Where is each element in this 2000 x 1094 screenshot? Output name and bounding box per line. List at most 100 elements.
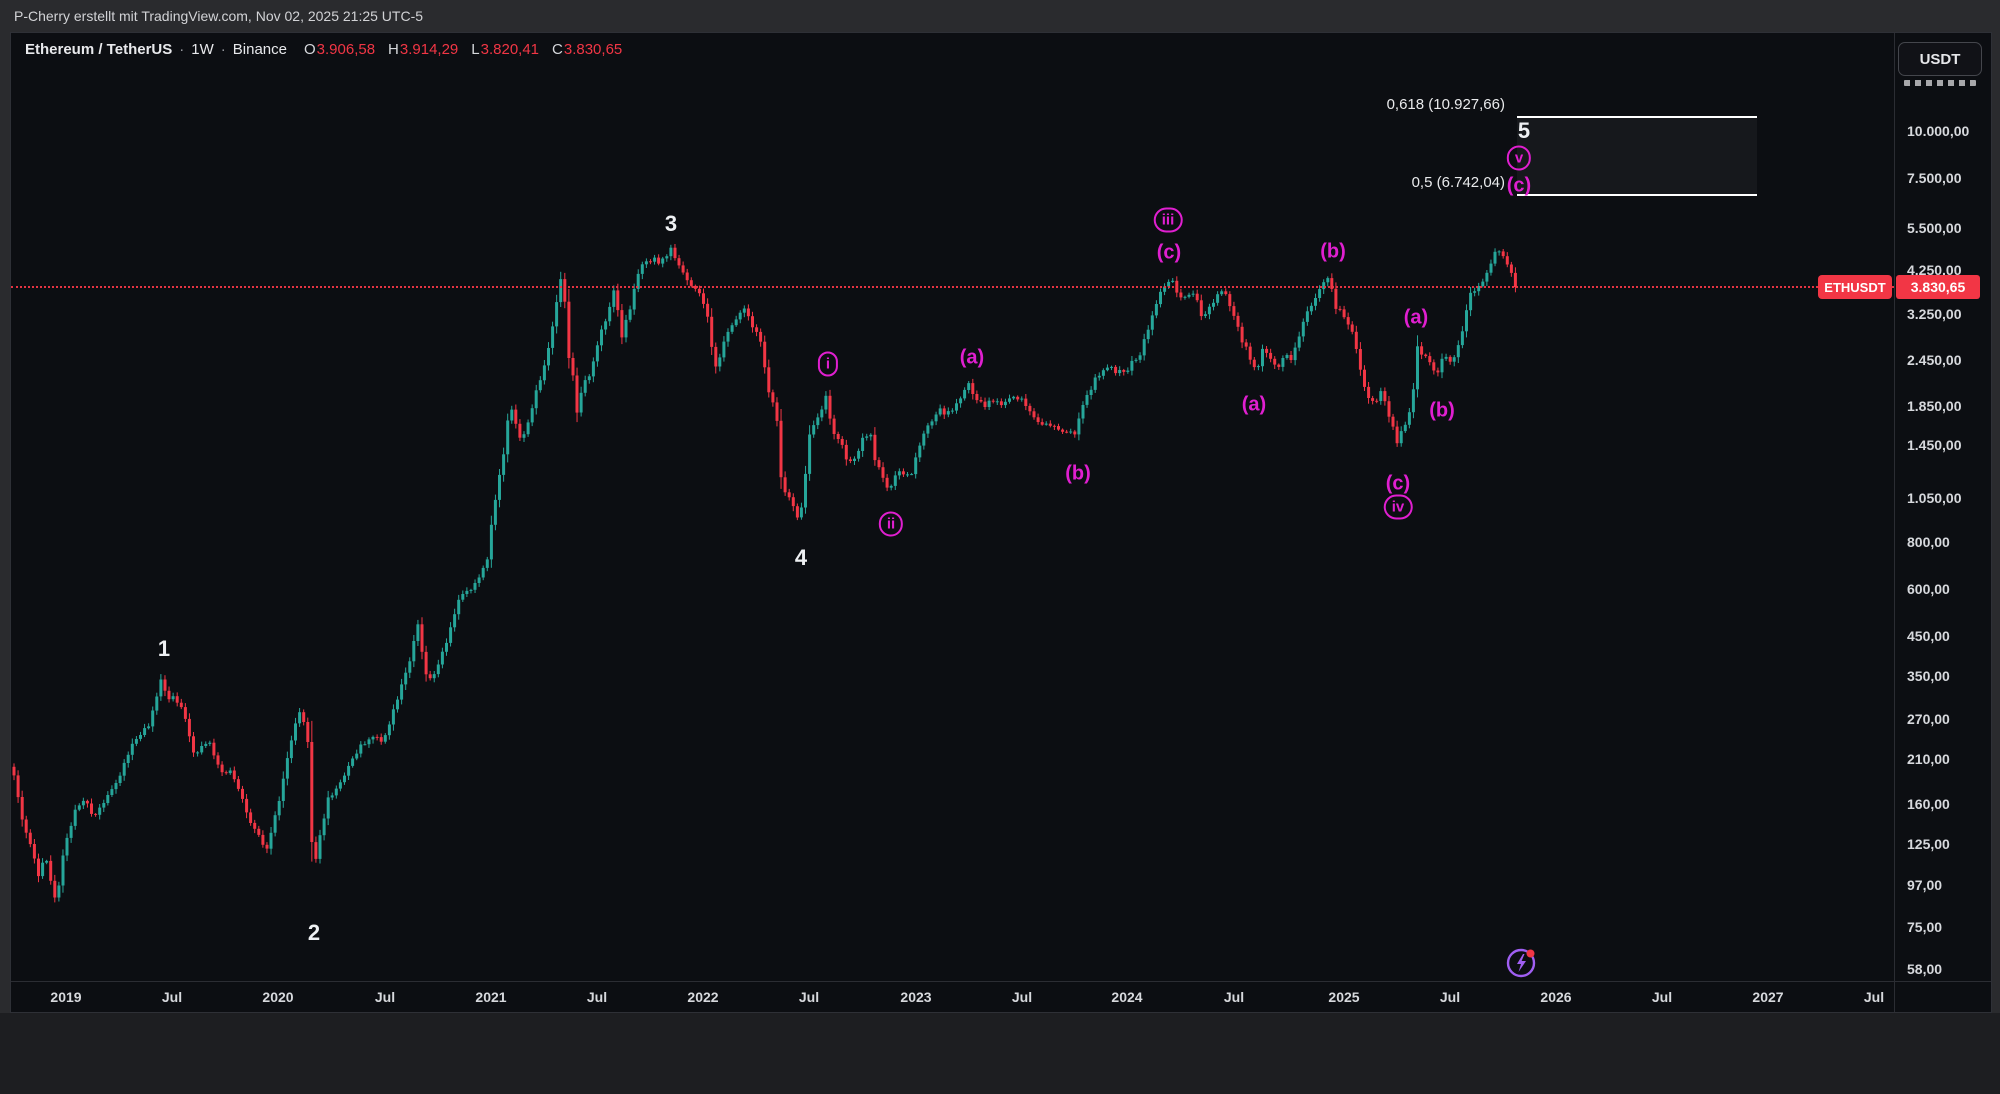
candle xyxy=(1452,355,1456,367)
candle xyxy=(901,468,905,477)
candle xyxy=(653,254,657,265)
fib-line-0618[interactable] xyxy=(1517,115,1757,118)
candle xyxy=(538,376,542,393)
candle xyxy=(53,874,57,903)
price-tick-label: 3.250,00 xyxy=(1907,305,1962,322)
candle xyxy=(612,285,616,313)
candle xyxy=(171,692,175,702)
wave-label-iii[interactable]: iii xyxy=(1153,207,1183,233)
wave-label-i[interactable]: i xyxy=(817,351,839,377)
candle xyxy=(1403,421,1407,433)
price-tick-label: 270,00 xyxy=(1907,710,1950,727)
candle xyxy=(1440,353,1444,379)
time-tick-label: 2021 xyxy=(475,989,507,1005)
fib-target-box[interactable] xyxy=(1517,116,1757,196)
wave-label-v[interactable]: v xyxy=(1506,145,1532,171)
candle xyxy=(681,261,685,275)
candle xyxy=(1126,367,1130,374)
wave-label-c[interactable]: (c) xyxy=(1506,174,1532,197)
current-price-line xyxy=(11,286,1894,289)
time-tick-label: Jul xyxy=(161,989,183,1005)
wave-label-3[interactable]: 3 xyxy=(664,211,678,236)
symbol-title[interactable]: Ethereum / TetherUS xyxy=(25,41,173,58)
candle xyxy=(918,442,922,462)
candle xyxy=(481,565,485,581)
price-tick-label: 2.450,00 xyxy=(1907,351,1962,368)
candle xyxy=(139,731,142,742)
price-tick-label: 1.050,00 xyxy=(1907,489,1962,506)
wave-label-b[interactable]: (b) xyxy=(1320,240,1346,263)
candle xyxy=(147,723,151,730)
time-tick-label: 2020 xyxy=(262,989,294,1005)
header-separator: · xyxy=(179,41,185,58)
candle xyxy=(608,302,612,326)
time-tick-label: Jul xyxy=(1863,989,1885,1005)
candle xyxy=(563,272,567,309)
candlestick-plot-area[interactable] xyxy=(11,33,1894,981)
candle xyxy=(187,713,191,743)
flash-button[interactable] xyxy=(1497,939,1545,987)
candle xyxy=(61,849,65,893)
candle xyxy=(995,398,999,405)
candle xyxy=(1142,333,1146,361)
wave-label-5[interactable]: 5 xyxy=(1517,118,1531,143)
wave-label-c[interactable]: (c) xyxy=(1385,472,1411,495)
candle xyxy=(706,298,710,323)
candle xyxy=(314,836,318,863)
candle xyxy=(306,717,310,748)
candle xyxy=(542,360,546,385)
wave-label-c[interactable]: (c) xyxy=(1156,241,1182,264)
candle xyxy=(1044,421,1048,426)
candle xyxy=(881,462,885,483)
candle xyxy=(636,269,640,293)
candle xyxy=(771,389,775,407)
price-tick-label: 4.250,00 xyxy=(1907,262,1962,279)
time-axis[interactable]: 2019 Jul 2020 Jul 2021 Jul 2022 Jul 2023 Jul 2024 J… xyxy=(11,981,1991,1012)
time-tick-label: 2025 xyxy=(1328,989,1360,1005)
candle xyxy=(81,797,85,809)
candle xyxy=(1220,289,1224,296)
time-tick-label: Jul xyxy=(1223,989,1245,1005)
candle xyxy=(24,815,28,839)
currency-usdt-button[interactable]: USDT xyxy=(1898,42,1982,76)
wave-label-4[interactable]: 4 xyxy=(794,545,808,570)
candle xyxy=(1179,288,1183,301)
candle xyxy=(1114,365,1118,376)
candle xyxy=(232,766,236,783)
candle xyxy=(1358,342,1362,376)
wave-label-2[interactable]: 2 xyxy=(307,920,321,945)
candle xyxy=(98,804,102,820)
candle xyxy=(1367,382,1371,404)
wave-label-b[interactable]: (b) xyxy=(1429,399,1455,422)
candle xyxy=(114,779,118,794)
wave-label-a[interactable]: (a) xyxy=(959,346,985,369)
price-axis[interactable]: 10.000,00 7.500,00 5.500,00 4.250,00 3.250,0… xyxy=(1894,33,1991,981)
candle xyxy=(1330,273,1334,292)
fib-label-05: 0,5 (6.742,04) xyxy=(1411,174,1505,192)
price-tick-label: 1.450,00 xyxy=(1907,437,1962,454)
wave-label-a[interactable]: (a) xyxy=(1241,393,1267,416)
interval-label[interactable]: 1W xyxy=(191,41,214,58)
wave-label-b[interactable]: (b) xyxy=(1065,462,1091,485)
candle xyxy=(383,733,387,744)
candle xyxy=(726,328,730,347)
candle xyxy=(1073,429,1077,438)
wave-label-ii[interactable]: ii xyxy=(878,511,904,537)
candle xyxy=(106,791,110,806)
wave-label-a[interactable]: (a) xyxy=(1403,306,1429,329)
candle xyxy=(41,858,45,879)
candle xyxy=(1297,331,1301,352)
candle xyxy=(1456,340,1460,363)
candle xyxy=(400,678,404,705)
candle xyxy=(795,503,799,521)
open-value: 3.906,58 xyxy=(316,41,376,58)
candle xyxy=(77,803,81,812)
candle xyxy=(1163,283,1167,296)
candle xyxy=(1118,366,1122,377)
fib-line-05[interactable] xyxy=(1517,194,1757,197)
candle xyxy=(983,397,987,410)
wave-label-iv[interactable]: iv xyxy=(1383,494,1413,520)
time-tick-label: Jul xyxy=(1651,989,1673,1005)
candle xyxy=(420,617,424,660)
wave-label-1[interactable]: 1 xyxy=(157,636,171,661)
